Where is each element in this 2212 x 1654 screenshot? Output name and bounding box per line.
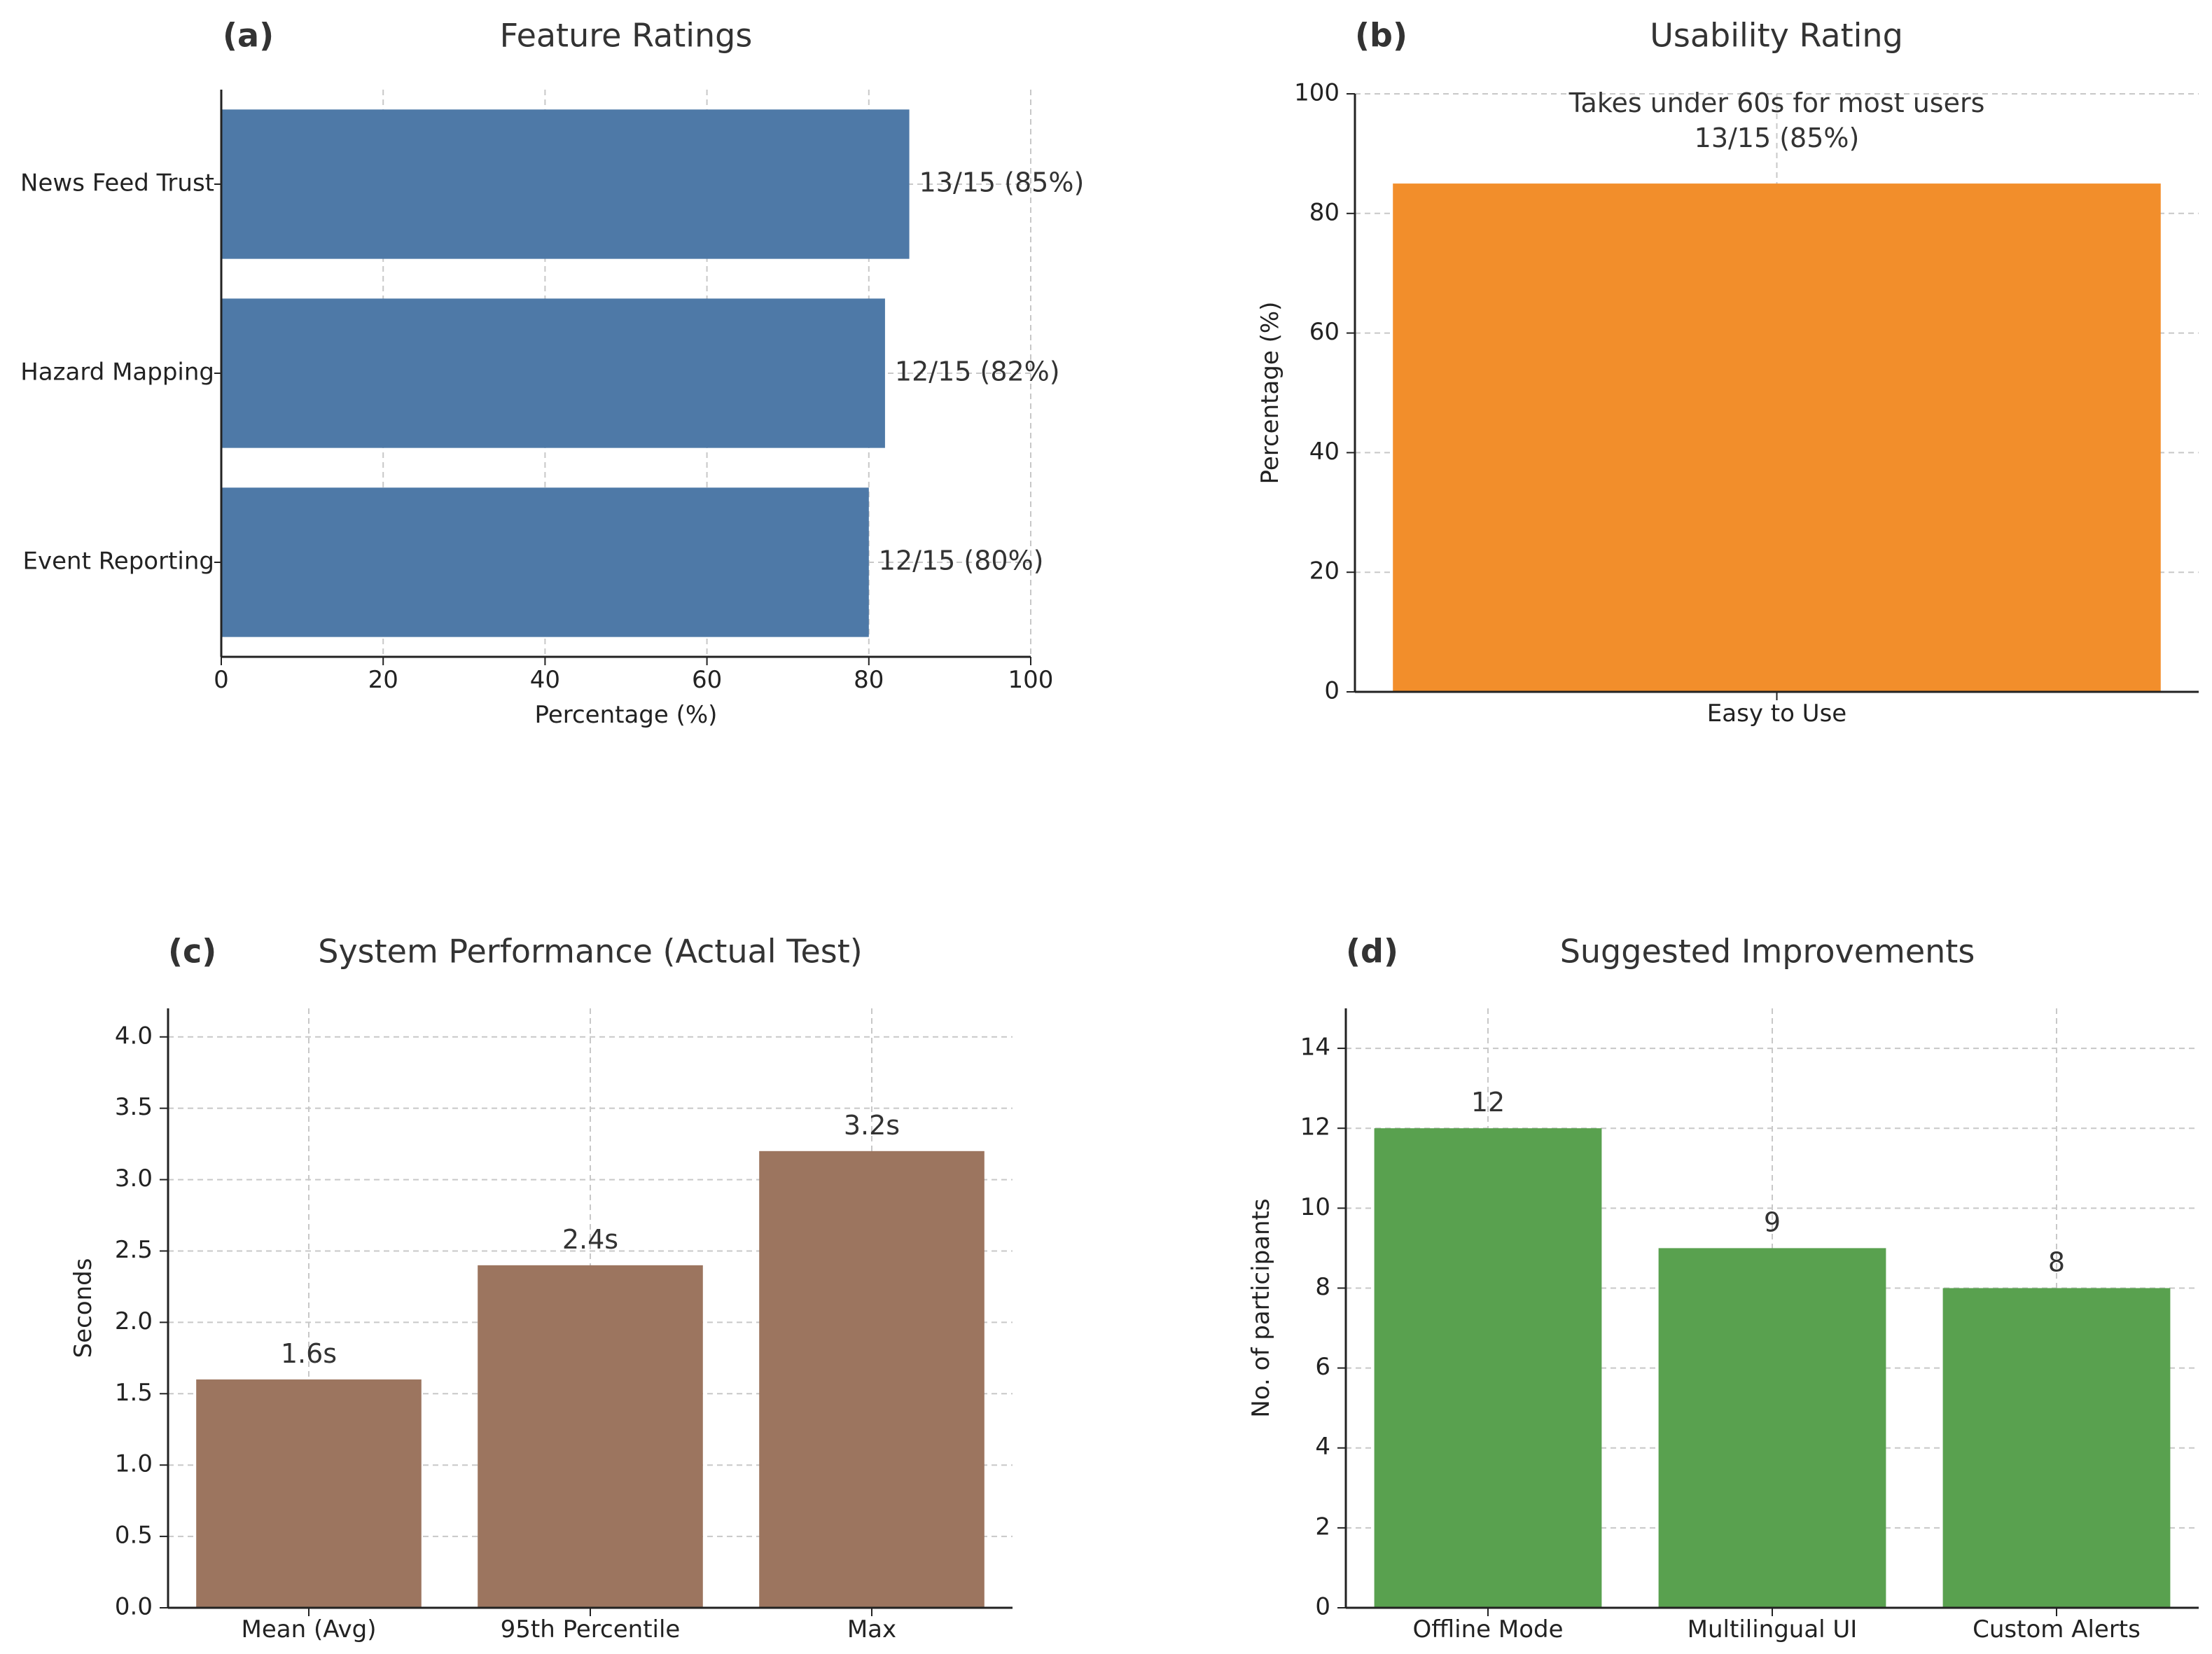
y-tick-label: 14	[1300, 1034, 1330, 1062]
y-tick-label: 2.0	[115, 1307, 153, 1335]
data-label: 12	[1471, 1087, 1505, 1118]
chart-title: Feature Ratings	[500, 17, 753, 55]
y-axis-label: No. of participants	[1247, 1198, 1275, 1417]
bar	[221, 298, 885, 448]
x-tick-label: Custom Alerts	[1973, 1615, 2141, 1643]
panel-label: (c)	[168, 933, 216, 971]
panel-b: (b) Usability Rating 0 20 40 60 80 100 Easy to U…	[1256, 17, 2199, 728]
data-label: 8	[2048, 1246, 2065, 1277]
y-tick-label: 60	[1309, 318, 1340, 346]
data-label: 2.4s	[562, 1224, 618, 1255]
x-tick-label: 40	[530, 666, 560, 694]
y-tick-label: 12	[1300, 1113, 1330, 1141]
y-tick-label: 2.5	[115, 1236, 153, 1264]
data-label: 12/15 (80%)	[879, 545, 1044, 576]
y-tick-label: 1.0	[115, 1450, 153, 1478]
bar	[1393, 183, 2161, 693]
x-tick-label: Easy to Use	[1707, 700, 1846, 728]
x-tick-label: 100	[1008, 666, 1054, 694]
annotation-line: 13/15 (85%)	[1695, 123, 1860, 153]
y-tick-label: 40	[1309, 438, 1340, 466]
bar	[478, 1265, 703, 1608]
y-tick-label: 100	[1294, 79, 1340, 107]
data-label: 3.2s	[844, 1110, 900, 1141]
y-tick-label: 0	[1315, 1593, 1330, 1621]
x-tick-label: Multilingual UI	[1688, 1615, 1858, 1643]
y-axis-label: Seconds	[69, 1258, 97, 1358]
y-tick-label: 6	[1315, 1353, 1330, 1381]
x-tick-label: 95th Percentile	[501, 1615, 681, 1643]
y-tick-label: 0	[1324, 677, 1340, 705]
data-label: 1.6s	[281, 1338, 337, 1369]
y-tick-label: 80	[1309, 198, 1340, 226]
annotation-line: Takes under 60s for most users	[1568, 88, 1985, 118]
y-tick-label: 20	[1309, 557, 1340, 585]
y-tick-label: 4	[1315, 1433, 1330, 1461]
data-label: 12/15 (82%)	[895, 356, 1060, 387]
chart-title: Suggested Improvements	[1560, 933, 1975, 971]
bar	[221, 109, 910, 259]
y-tick-label: News Feed Trust	[20, 169, 214, 197]
bar	[1942, 1288, 2171, 1608]
y-tick-label: 8	[1315, 1273, 1330, 1301]
panel-a: (a) Feature Ratings 0 20 40 60 80 100 Event Repo…	[20, 17, 1084, 730]
y-tick-label: 0.5	[115, 1522, 153, 1550]
panel-label: (a)	[223, 17, 274, 55]
x-tick-label: Mean (Avg)	[242, 1615, 377, 1643]
y-tick-label: 0.0	[115, 1593, 153, 1621]
bar	[759, 1151, 985, 1608]
y-tick-label: 2	[1315, 1513, 1330, 1541]
x-tick-label: Max	[847, 1615, 896, 1643]
x-tick-label: 80	[854, 666, 884, 694]
panel-d: (d) Suggested Improvements 0 2 4 6 8 10 12 14 Offl…	[1247, 933, 2199, 1643]
data-label: 9	[1764, 1207, 1781, 1237]
y-tick-label: 4.0	[115, 1022, 153, 1050]
x-tick-label: Offline Mode	[1413, 1615, 1564, 1643]
x-tick-label: 20	[368, 666, 398, 694]
y-tick-label: 3.0	[115, 1165, 153, 1193]
y-axis-label: Percentage (%)	[1256, 302, 1284, 485]
x-tick-label: 60	[692, 666, 722, 694]
x-axis-label: Percentage (%)	[535, 701, 718, 729]
panel-label: (b)	[1355, 17, 1407, 55]
chart-title: System Performance (Actual Test)	[318, 933, 863, 971]
panel-label: (d)	[1346, 933, 1398, 971]
bar	[1374, 1128, 1602, 1608]
chart-title: Usability Rating	[1650, 17, 1903, 55]
bar	[221, 487, 869, 637]
y-tick-label: Event Reporting	[23, 548, 215, 576]
data-label: 13/15 (85%)	[919, 167, 1085, 198]
y-tick-label: Hazard Mapping	[20, 359, 214, 387]
panel-c: (c) System Performance (Actual Test) 0.0 0.…	[69, 933, 1013, 1643]
bar	[1658, 1248, 1886, 1608]
bar	[196, 1379, 422, 1608]
y-tick-label: 10	[1300, 1193, 1330, 1221]
y-tick-label: 1.5	[115, 1379, 153, 1407]
x-tick-label: 0	[214, 666, 229, 694]
y-tick-label: 3.5	[115, 1093, 153, 1121]
